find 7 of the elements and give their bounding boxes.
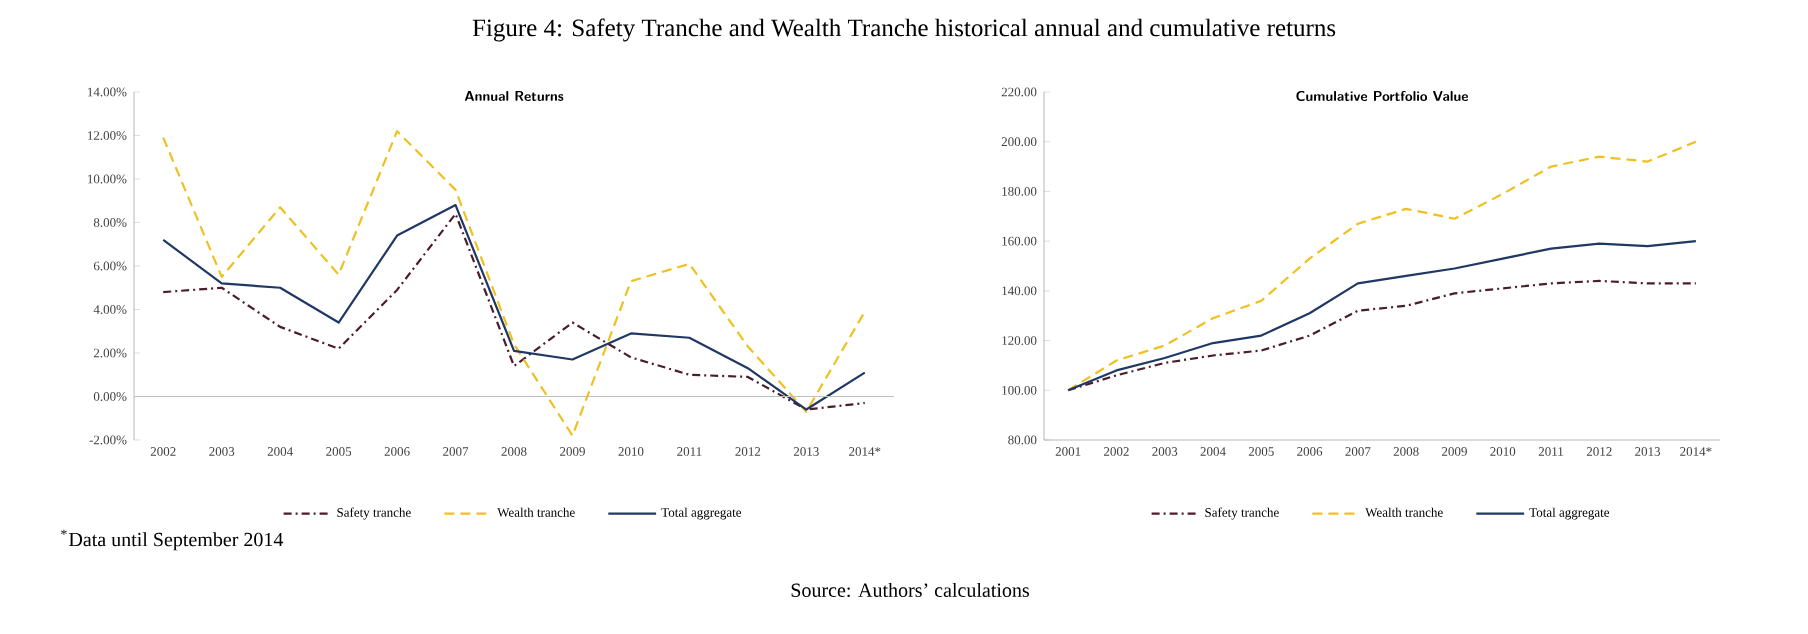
caption: Figure 4: Safety Tranche and Wealth Tranche historical annual and cumulative returns	[472, 18, 1336, 42]
line-series	[1067, 279, 1697, 392]
line-series	[162, 130, 866, 437]
source-note: Source: Authors’ calculations	[791, 582, 1029, 598]
line-series	[1067, 140, 1697, 392]
text: $^{*}$Data until September 2014	[61, 529, 284, 551]
line-series	[1067, 240, 1697, 392]
